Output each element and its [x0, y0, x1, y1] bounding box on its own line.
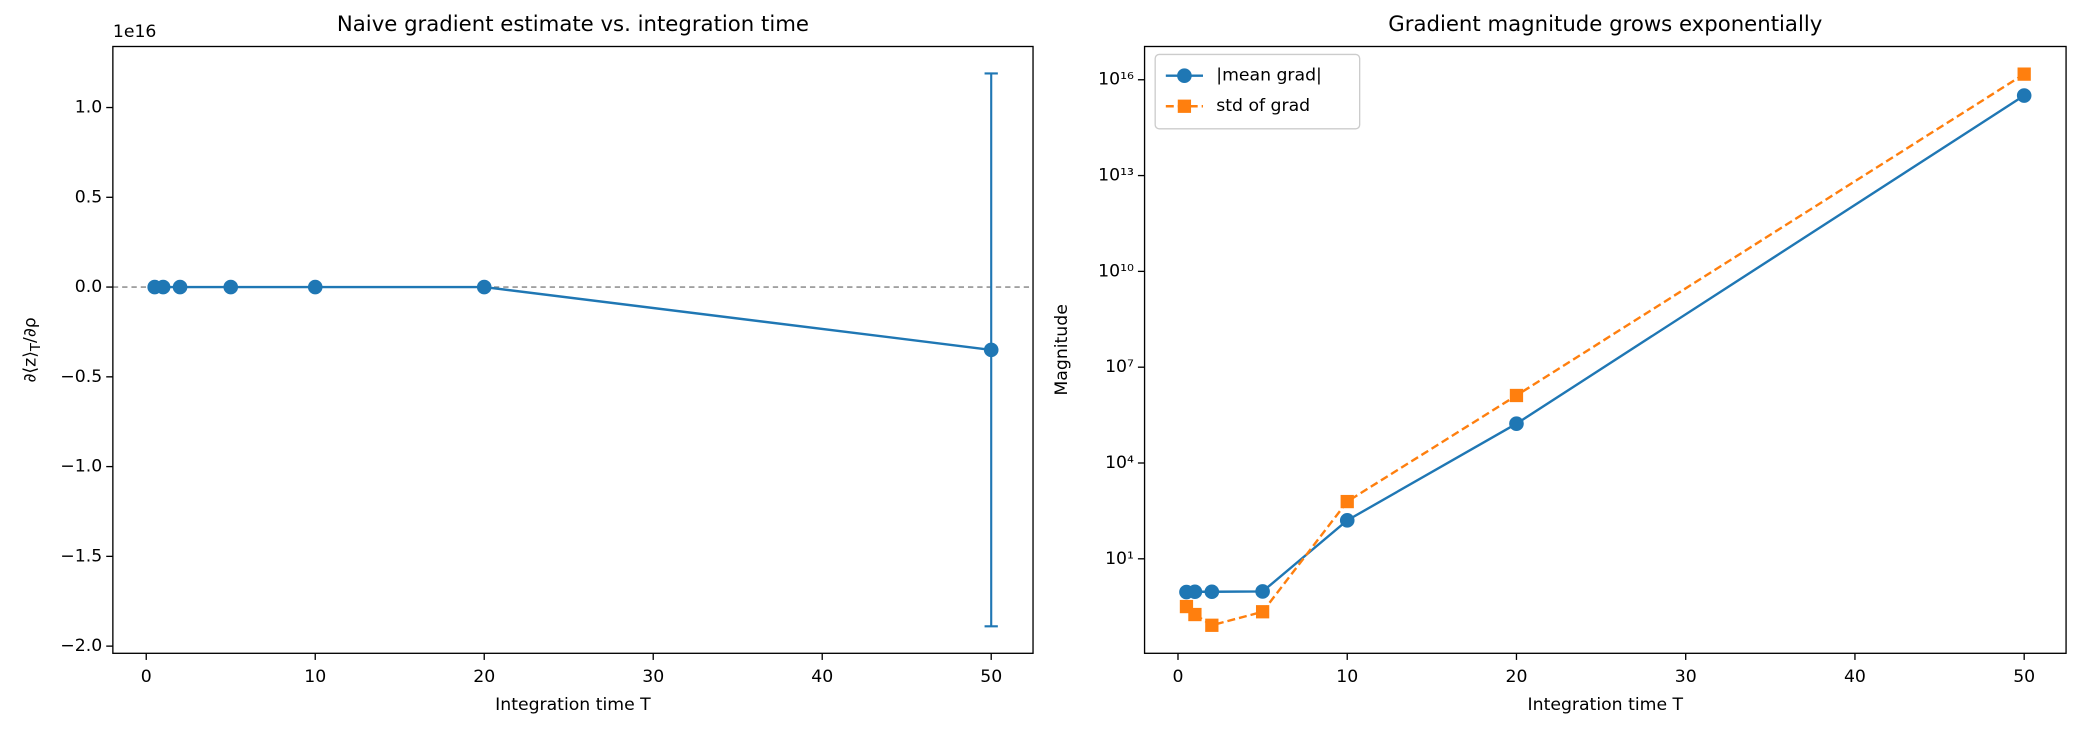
y-tick-label: −2.0	[60, 636, 102, 656]
y-tick-label: 10⁷	[1105, 357, 1134, 377]
x-tick-label: 20	[1505, 667, 1527, 687]
legend-label: |mean grad|	[1216, 66, 1322, 86]
x-tick-label: 30	[1675, 667, 1697, 687]
x-tick-label: 10	[304, 667, 326, 687]
y-tick-label: 0.5	[75, 187, 102, 207]
marker	[223, 279, 239, 295]
y-axis-label: Magnitude	[1052, 304, 1072, 395]
marker	[2017, 67, 2031, 81]
marker	[983, 342, 999, 358]
x-tick-label: 40	[811, 667, 833, 687]
marker	[155, 279, 171, 295]
series-line	[1186, 94, 2025, 594]
x-axis-label: Integration time T	[495, 695, 651, 715]
x-tick-label: 0	[141, 667, 152, 687]
y-tick-label: −1.5	[60, 546, 102, 566]
y-tick-label: 10⁴	[1105, 453, 1134, 473]
marker	[1255, 605, 1270, 619]
series-line	[154, 285, 992, 352]
marker	[1255, 584, 1270, 599]
marker	[476, 279, 492, 295]
marker	[1340, 494, 1354, 509]
y-tick-label: −1.0	[60, 457, 102, 477]
marker	[1205, 618, 1219, 632]
x-tick-label: 50	[2013, 667, 2035, 687]
x-tick-label: 20	[473, 667, 495, 687]
y-axis-label-part: T	[29, 342, 44, 352]
y-tick-label: 1.0	[75, 98, 102, 118]
x-tick-label: 0	[1173, 667, 1184, 687]
x-tick-label: 40	[1844, 667, 1866, 687]
y-axis-label-part: ∂⟨z⟩	[21, 351, 41, 382]
marker	[1188, 607, 1202, 622]
marker	[172, 279, 188, 295]
x-tick-label: 50	[980, 667, 1002, 687]
y-axis-label: ∂⟨z⟩T/∂ρ	[21, 317, 44, 382]
marker	[2016, 88, 2032, 103]
series-line	[1185, 73, 2025, 627]
y-tick-label: 10¹	[1105, 549, 1134, 569]
x-axis-label: Integration time T	[1528, 695, 1684, 715]
axes-frame	[1143, 45, 2067, 654]
marker	[1204, 584, 1220, 600]
x-tick-label: 10	[1336, 667, 1358, 687]
y-tick-label: 10¹⁰	[1098, 261, 1134, 281]
y-tick-label: 10¹³	[1098, 166, 1134, 186]
legend-marker	[1177, 99, 1192, 113]
axes-frame	[112, 45, 1034, 654]
marker	[1339, 513, 1355, 528]
chart-title: Naive gradient estimate vs. integration …	[337, 12, 809, 37]
x-tick-label: 30	[642, 667, 664, 687]
plot-area	[1179, 67, 2032, 632]
marker	[1509, 416, 1524, 432]
chart-title: Gradient magnitude grows exponentially	[1388, 12, 1822, 37]
offset-label: 1e16	[113, 22, 157, 42]
marker	[307, 279, 323, 295]
y-axis-label-part: /∂ρ	[21, 317, 41, 343]
marker	[1509, 388, 1524, 403]
legend-box	[1154, 53, 1361, 130]
plot-area	[147, 72, 999, 628]
y-tick-label: 10¹⁶	[1098, 70, 1134, 90]
y-tick-label: 0.0	[75, 277, 102, 297]
y-tick-label: −0.5	[60, 367, 102, 387]
legend-label: std of grad	[1216, 96, 1310, 116]
legend-marker	[1177, 68, 1192, 84]
marker	[1187, 584, 1203, 600]
